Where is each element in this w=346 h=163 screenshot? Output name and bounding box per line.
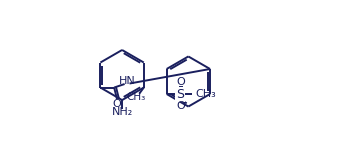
Text: S: S: [176, 88, 184, 101]
Text: O: O: [176, 77, 185, 87]
Text: CH₃: CH₃: [195, 89, 216, 99]
Text: NH₂: NH₂: [111, 107, 133, 117]
Text: O: O: [113, 99, 121, 109]
Text: CH₃: CH₃: [126, 92, 145, 102]
Text: HN: HN: [119, 76, 136, 86]
Text: O: O: [176, 101, 185, 111]
